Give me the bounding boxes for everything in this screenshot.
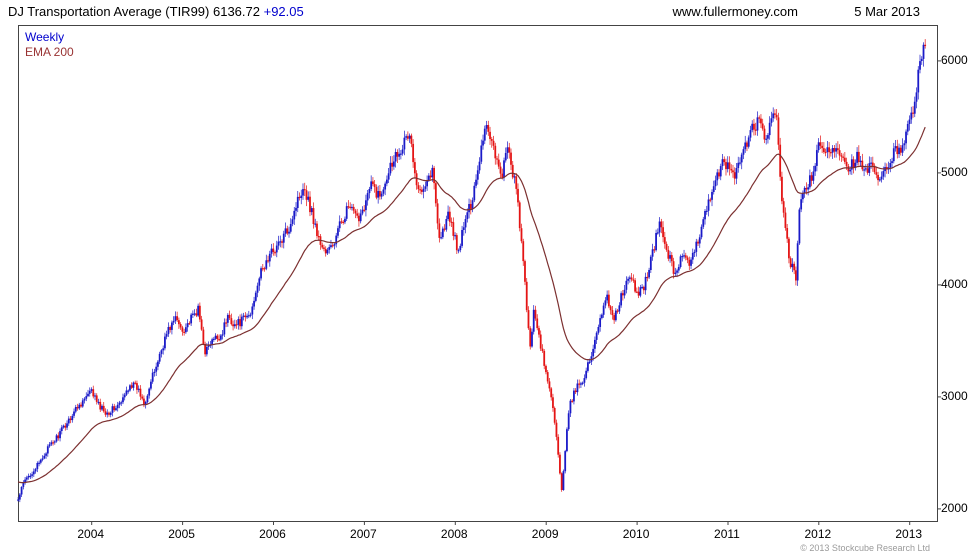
x-axis-label: 2004 [77, 527, 105, 541]
y-axis-label: 2000 [941, 500, 968, 515]
x-axis-label: 2012 [804, 527, 832, 541]
price-change: +92.05 [263, 4, 304, 19]
y-axis-label: 6000 [941, 52, 968, 67]
chart-title: DJ Transportation Average (TIR99) [8, 4, 210, 19]
x-axis-label: 2010 [622, 527, 650, 541]
website-label: www.fullermoney.com [672, 4, 798, 19]
chart-header: DJ Transportation Average (TIR99) 6136.7… [0, 0, 980, 24]
y-axis-label: 4000 [941, 276, 968, 291]
legend-ema-200: EMA 200 [25, 45, 74, 59]
x-axis-label: 2013 [895, 527, 923, 541]
date-label: 5 Mar 2013 [854, 4, 920, 19]
legend-weekly: Weekly [25, 30, 65, 44]
last-price: 6136.72 [212, 4, 260, 19]
copyright-notice: © 2013 Stockcube Research Ltd [800, 543, 930, 553]
x-axis-label: 2008 [440, 527, 468, 541]
y-axis-label: 3000 [941, 388, 968, 403]
chart-title-block: DJ Transportation Average (TIR99) 6136.7… [8, 4, 304, 19]
chart-legend: Weekly EMA 200 [25, 30, 74, 60]
x-axis-label: 2005 [168, 527, 195, 541]
price-chart-svg [17, 39, 941, 525]
x-axis-label: 2006 [259, 527, 286, 541]
x-axis-label: 2007 [350, 527, 377, 541]
x-axis-label: 2009 [531, 527, 559, 541]
y-axis-label: 5000 [941, 164, 968, 179]
x-axis-label: 2011 [714, 527, 740, 541]
plot-area: Weekly EMA 200 [17, 25, 941, 525]
